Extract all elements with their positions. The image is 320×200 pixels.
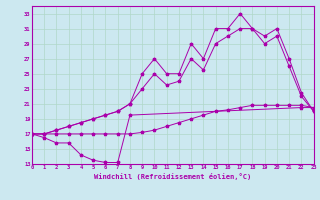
X-axis label: Windchill (Refroidissement éolien,°C): Windchill (Refroidissement éolien,°C): [94, 173, 252, 180]
